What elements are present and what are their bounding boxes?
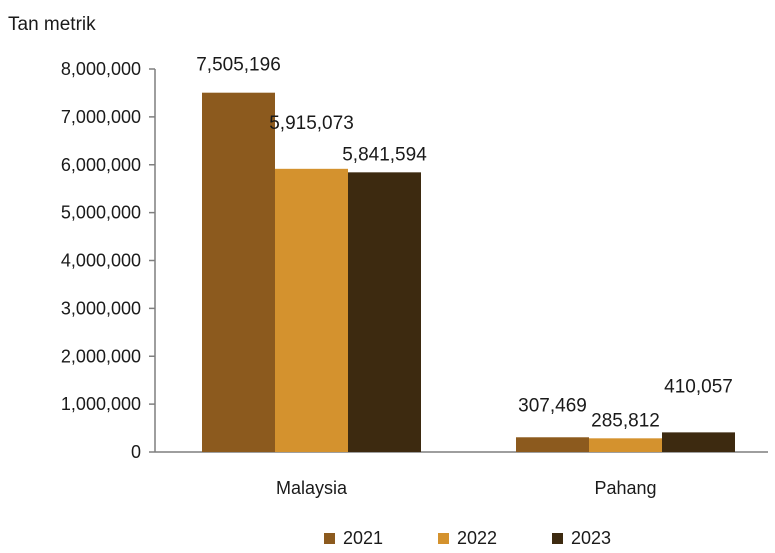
legend-swatch-2021 bbox=[324, 533, 335, 544]
data-labels-group: 7,505,196 307,469 5,915,073 285,812 5,841,59… bbox=[196, 55, 733, 432]
y-tick-label: 6,000,000 bbox=[61, 155, 141, 175]
data-label: 5,841,594 bbox=[342, 144, 427, 165]
y-tick-label: 2,000,000 bbox=[61, 346, 141, 366]
y-tick-label: 7,000,000 bbox=[61, 107, 141, 127]
data-label: 7,505,196 bbox=[196, 55, 281, 76]
data-label: 410,057 bbox=[664, 376, 733, 397]
legend-label: 2021 bbox=[343, 528, 383, 548]
bar-2021-pahang bbox=[516, 437, 589, 452]
y-tick-label: 8,000,000 bbox=[61, 59, 141, 79]
x-category-label: Malaysia bbox=[276, 478, 348, 498]
bar-2022-pahang bbox=[589, 438, 662, 452]
bars-group bbox=[202, 92, 735, 453]
data-label: 307,469 bbox=[518, 395, 587, 416]
y-axis: 0 1,000,000 2,000,000 3,000,000 4,000,000 5,0… bbox=[61, 59, 156, 462]
bar-2023-pahang bbox=[662, 432, 735, 452]
data-label: 285,812 bbox=[591, 410, 660, 431]
legend: 2021 2022 2023 bbox=[324, 528, 611, 548]
y-tick-label: 1,000,000 bbox=[61, 394, 141, 414]
x-axis: Malaysia Pahang bbox=[155, 451, 768, 498]
legend-swatch-2023 bbox=[552, 533, 563, 544]
x-category-label: Pahang bbox=[594, 478, 656, 498]
y-tick-label: 5,000,000 bbox=[61, 203, 141, 223]
y-tick-label: 3,000,000 bbox=[61, 298, 141, 318]
bar-2022-malaysia bbox=[275, 168, 348, 452]
legend-label: 2023 bbox=[571, 528, 611, 548]
data-label: 5,915,073 bbox=[269, 113, 354, 134]
bar-2021-malaysia bbox=[202, 92, 275, 452]
y-tick-label: 0 bbox=[131, 442, 141, 462]
y-unit-label: Tan metrik bbox=[8, 14, 96, 35]
bar-2023-malaysia bbox=[348, 172, 421, 453]
y-tick-label: 4,000,000 bbox=[61, 251, 141, 271]
legend-label: 2022 bbox=[457, 528, 497, 548]
legend-swatch-2022 bbox=[438, 533, 449, 544]
